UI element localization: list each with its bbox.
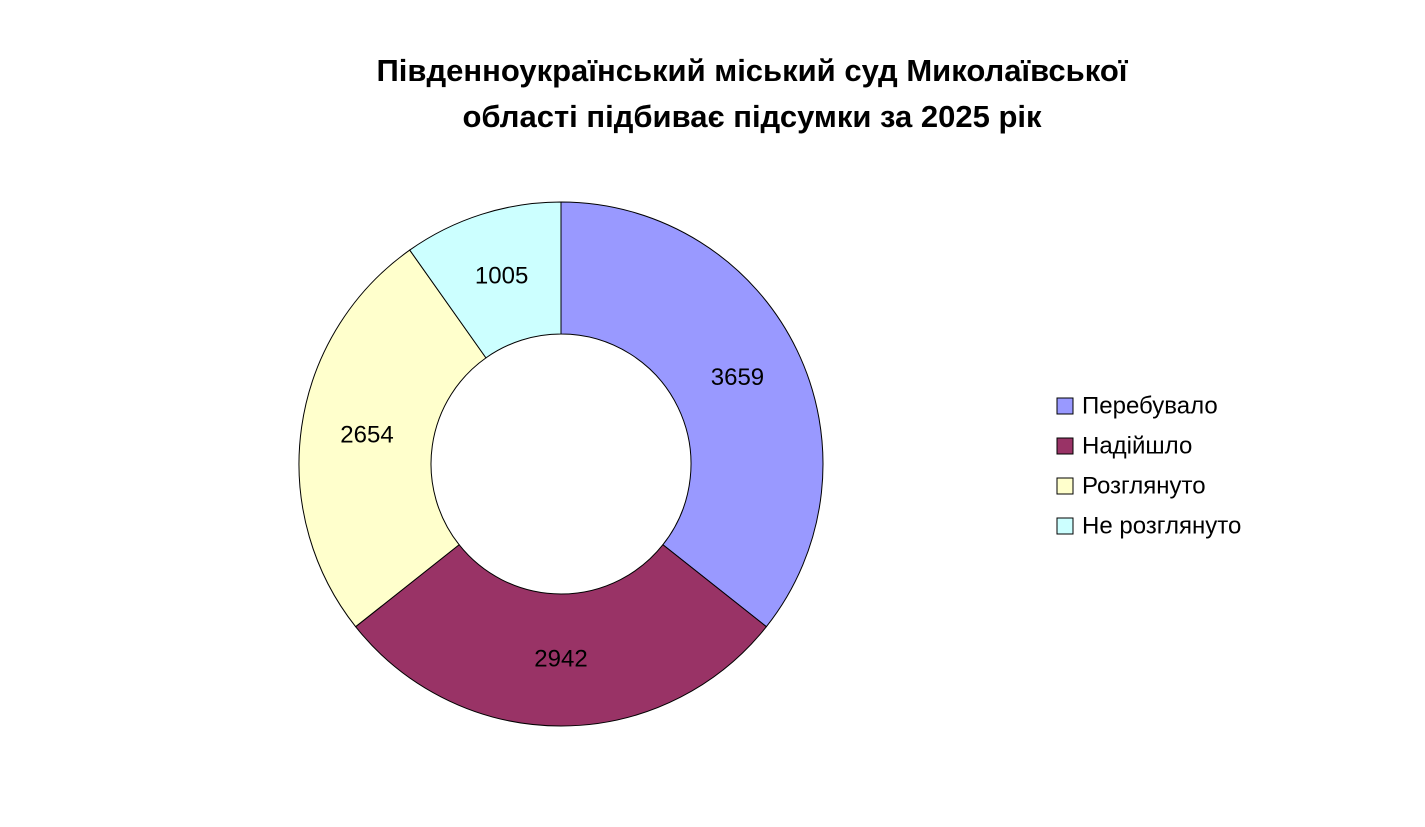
legend-swatch — [1056, 477, 1074, 495]
donut-segment — [409, 201, 562, 359]
legend-label: Не розглянуто — [1082, 512, 1241, 539]
data-label: 1005 — [475, 263, 528, 290]
chart-title: Південноукраїнський міський суд Миколаїв… — [376, 53, 1128, 134]
data-label: 2654 — [340, 421, 393, 448]
donut-segment — [298, 249, 487, 628]
data-label: 3659 — [711, 364, 764, 391]
legend-swatch — [1056, 517, 1074, 535]
legend-label: Перебувало — [1082, 392, 1218, 419]
data-label: 2942 — [534, 645, 587, 672]
legend-label: Розглянуто — [1082, 472, 1206, 499]
donut-segment — [560, 201, 824, 628]
donut-segment — [354, 544, 768, 727]
legend-label: Надійшло — [1082, 432, 1192, 459]
legend-swatch — [1056, 437, 1074, 455]
legend-swatch — [1056, 397, 1074, 415]
